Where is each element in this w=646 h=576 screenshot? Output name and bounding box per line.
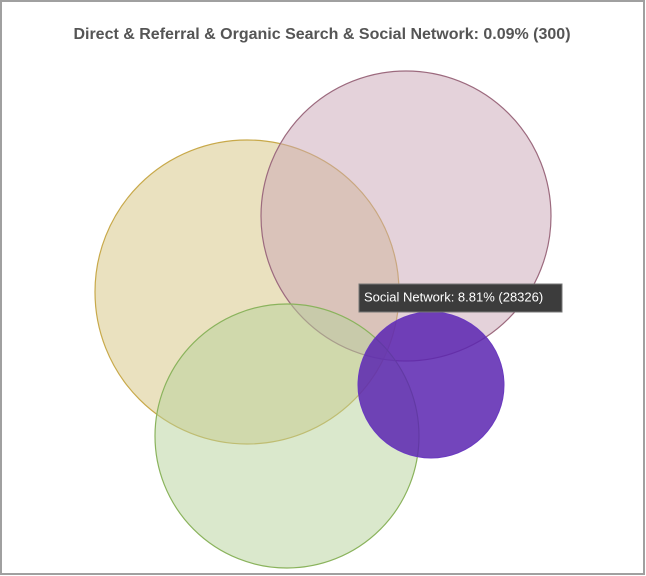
chart-title: Direct & Referral & Organic Search & Soc… xyxy=(73,26,570,43)
tooltip: Social Network: 8.81% (28326) xyxy=(358,283,563,313)
tooltip-text: Social Network: 8.81% (28326) xyxy=(364,289,543,304)
set-social-network[interactable] xyxy=(357,311,505,459)
tooltip-box xyxy=(358,283,563,313)
